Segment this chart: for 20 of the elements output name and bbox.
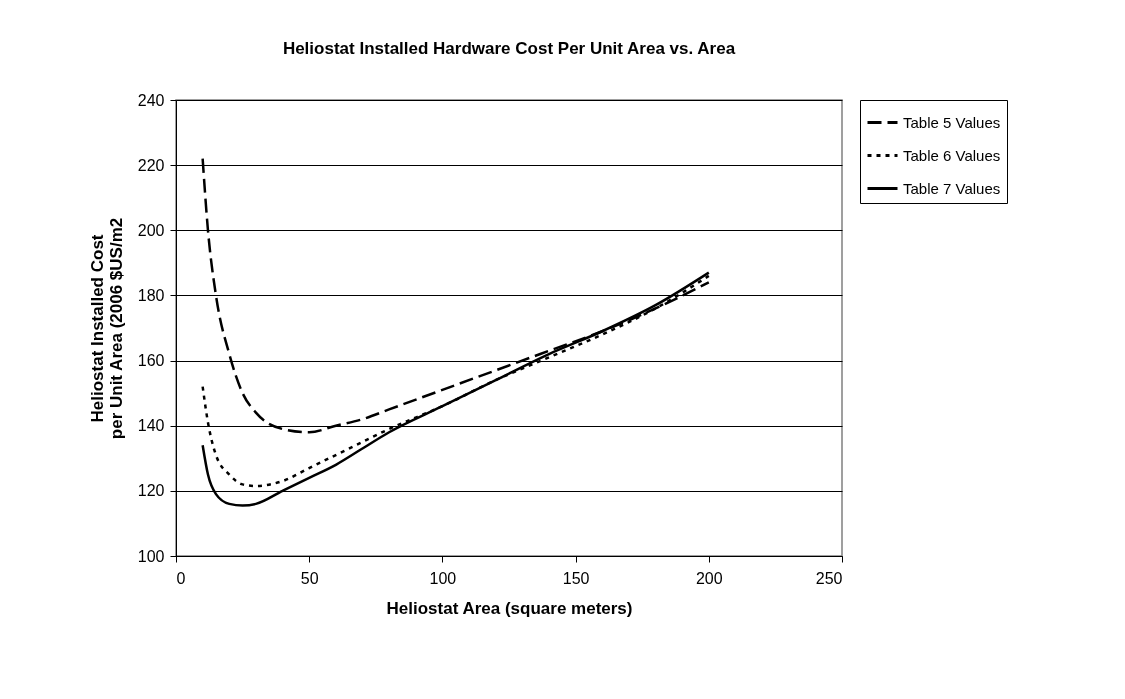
y-tick-label: 200 <box>137 221 165 239</box>
x-tick-label: 0 <box>176 569 186 587</box>
y-tick-label: 160 <box>137 352 165 370</box>
legend-label: Table 5 Values <box>903 113 1001 131</box>
x-axis-title: Heliostat Area (square meters) <box>386 598 633 618</box>
y-tick-label: 140 <box>137 417 165 435</box>
x-tick-label: 50 <box>300 569 319 587</box>
x-tick-label: 100 <box>429 569 457 587</box>
legend-label: Table 7 Values <box>903 179 1001 197</box>
y-tick-label: 100 <box>137 547 165 565</box>
y-axis-title: Heliostat Installed Cost per Unit Area (2006 $US/m2 <box>87 217 126 440</box>
legend-label: Table 6 Values <box>903 146 1001 164</box>
chart-title: Heliostat Installed Hardware Cost Per Unit Area vs. Area <box>282 39 736 58</box>
x-tick-label: 200 <box>695 569 723 587</box>
y-tick-label: 220 <box>137 156 165 174</box>
y-tick-label: 120 <box>137 482 165 500</box>
y-tick-label: 180 <box>137 286 165 304</box>
x-tick-label: 250 <box>815 569 843 587</box>
x-tick-label: 150 <box>562 569 590 587</box>
y-tick-label: 240 <box>137 91 165 109</box>
